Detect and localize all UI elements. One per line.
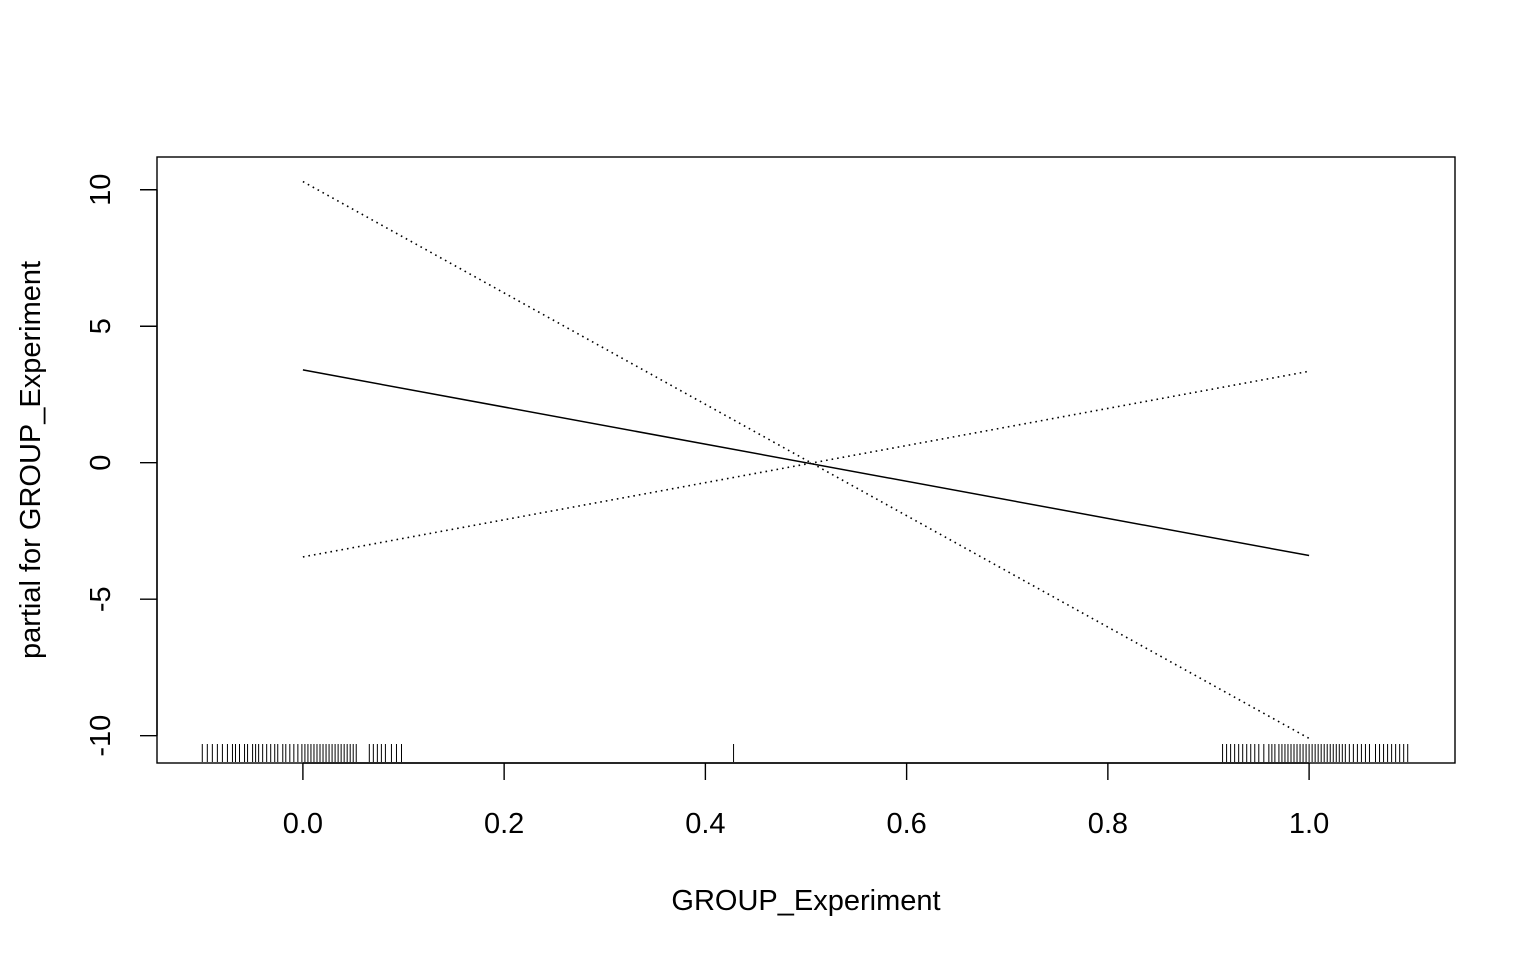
series-layer bbox=[302, 180, 1310, 740]
y-tick-label: 5 bbox=[85, 318, 117, 334]
y-axis-label: partial for GROUP_Experiment bbox=[15, 261, 47, 659]
y-tick-label: -10 bbox=[85, 715, 117, 757]
y-tick-label: -5 bbox=[85, 586, 117, 612]
y-axis: 10 5 0 -5 -10 bbox=[85, 174, 158, 757]
x-tick-label: 0.0 bbox=[283, 808, 323, 840]
y-tick-label: 10 bbox=[85, 174, 117, 206]
plot-frame bbox=[156, 156, 1456, 764]
x-tick-label: 0.6 bbox=[886, 808, 926, 840]
rug-layer bbox=[201, 744, 1409, 762]
confidence-band-line bbox=[302, 180, 1310, 740]
x-axis: 0.0 0.2 0.4 0.6 0.8 1.0 bbox=[283, 762, 1329, 840]
x-tick-label: 0.8 bbox=[1088, 808, 1128, 840]
y-tick-label: 0 bbox=[85, 455, 117, 471]
confidence-band-line bbox=[302, 370, 1310, 558]
partial-effect-line bbox=[302, 369, 1310, 557]
x-tick-label: 0.2 bbox=[484, 808, 524, 840]
x-tick-label: 0.4 bbox=[685, 808, 725, 840]
x-axis-label: GROUP_Experiment bbox=[671, 885, 940, 917]
x-tick-label: 1.0 bbox=[1289, 808, 1329, 840]
